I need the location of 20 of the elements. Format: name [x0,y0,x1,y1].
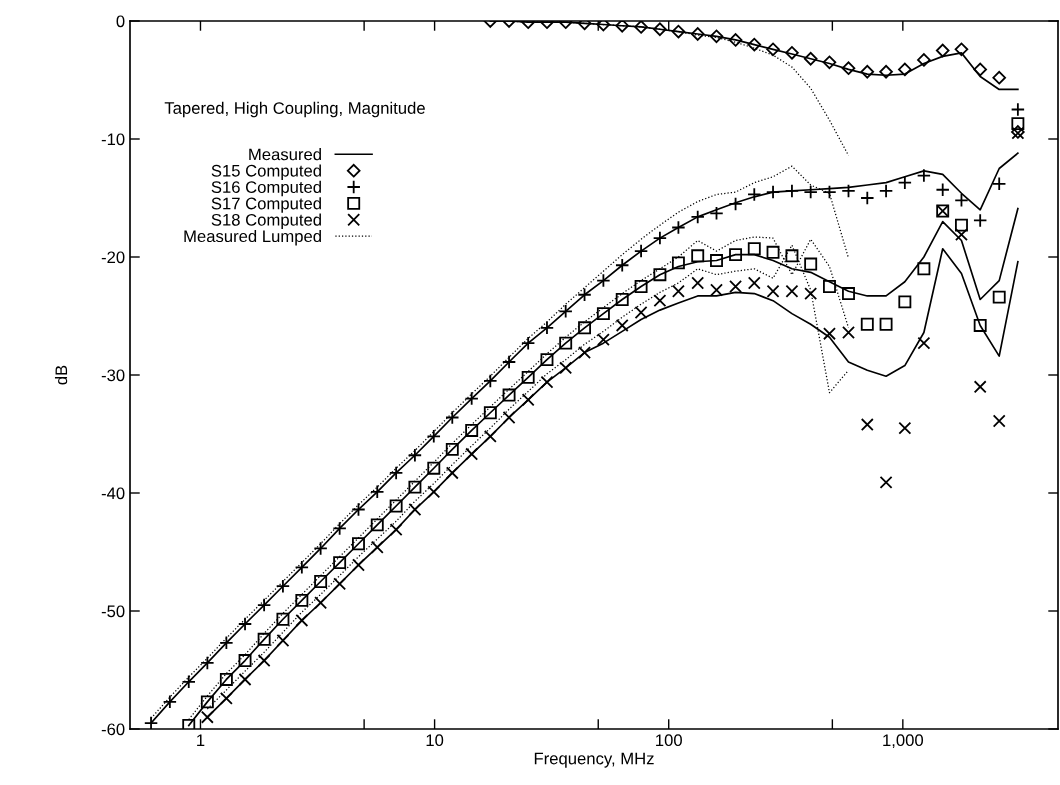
legend-label: Measured Lumped [184,229,321,246]
x-tick-label: 1 [197,734,205,746]
legend-label: S15 Computed [211,164,321,180]
legend-label: S17 Computed [211,197,321,213]
x-axis-title: Frequency, MHz [534,752,654,768]
y-tick-label: -40 [101,487,125,500]
y-tick-label: -10 [101,133,125,146]
x-tick-label: 10 [426,734,444,747]
x-tick-label: 1,000 [883,734,924,749]
annotation: Tapered, High Coupling, Magnitude [164,101,425,118]
y-tick-label: -60 [101,723,125,736]
legend-label: Measured [249,148,321,161]
y-tick-label: -30 [101,369,125,382]
x-tick-label: 100 [656,734,682,747]
y-tick-label: 0 [116,15,125,28]
y-tick-label: -50 [101,605,125,618]
y-axis-title: dB [54,365,68,385]
y-tick-label: -20 [101,251,125,264]
legend-label: S18 Computed [211,213,321,230]
legend-label: S16 Computed [211,180,321,197]
